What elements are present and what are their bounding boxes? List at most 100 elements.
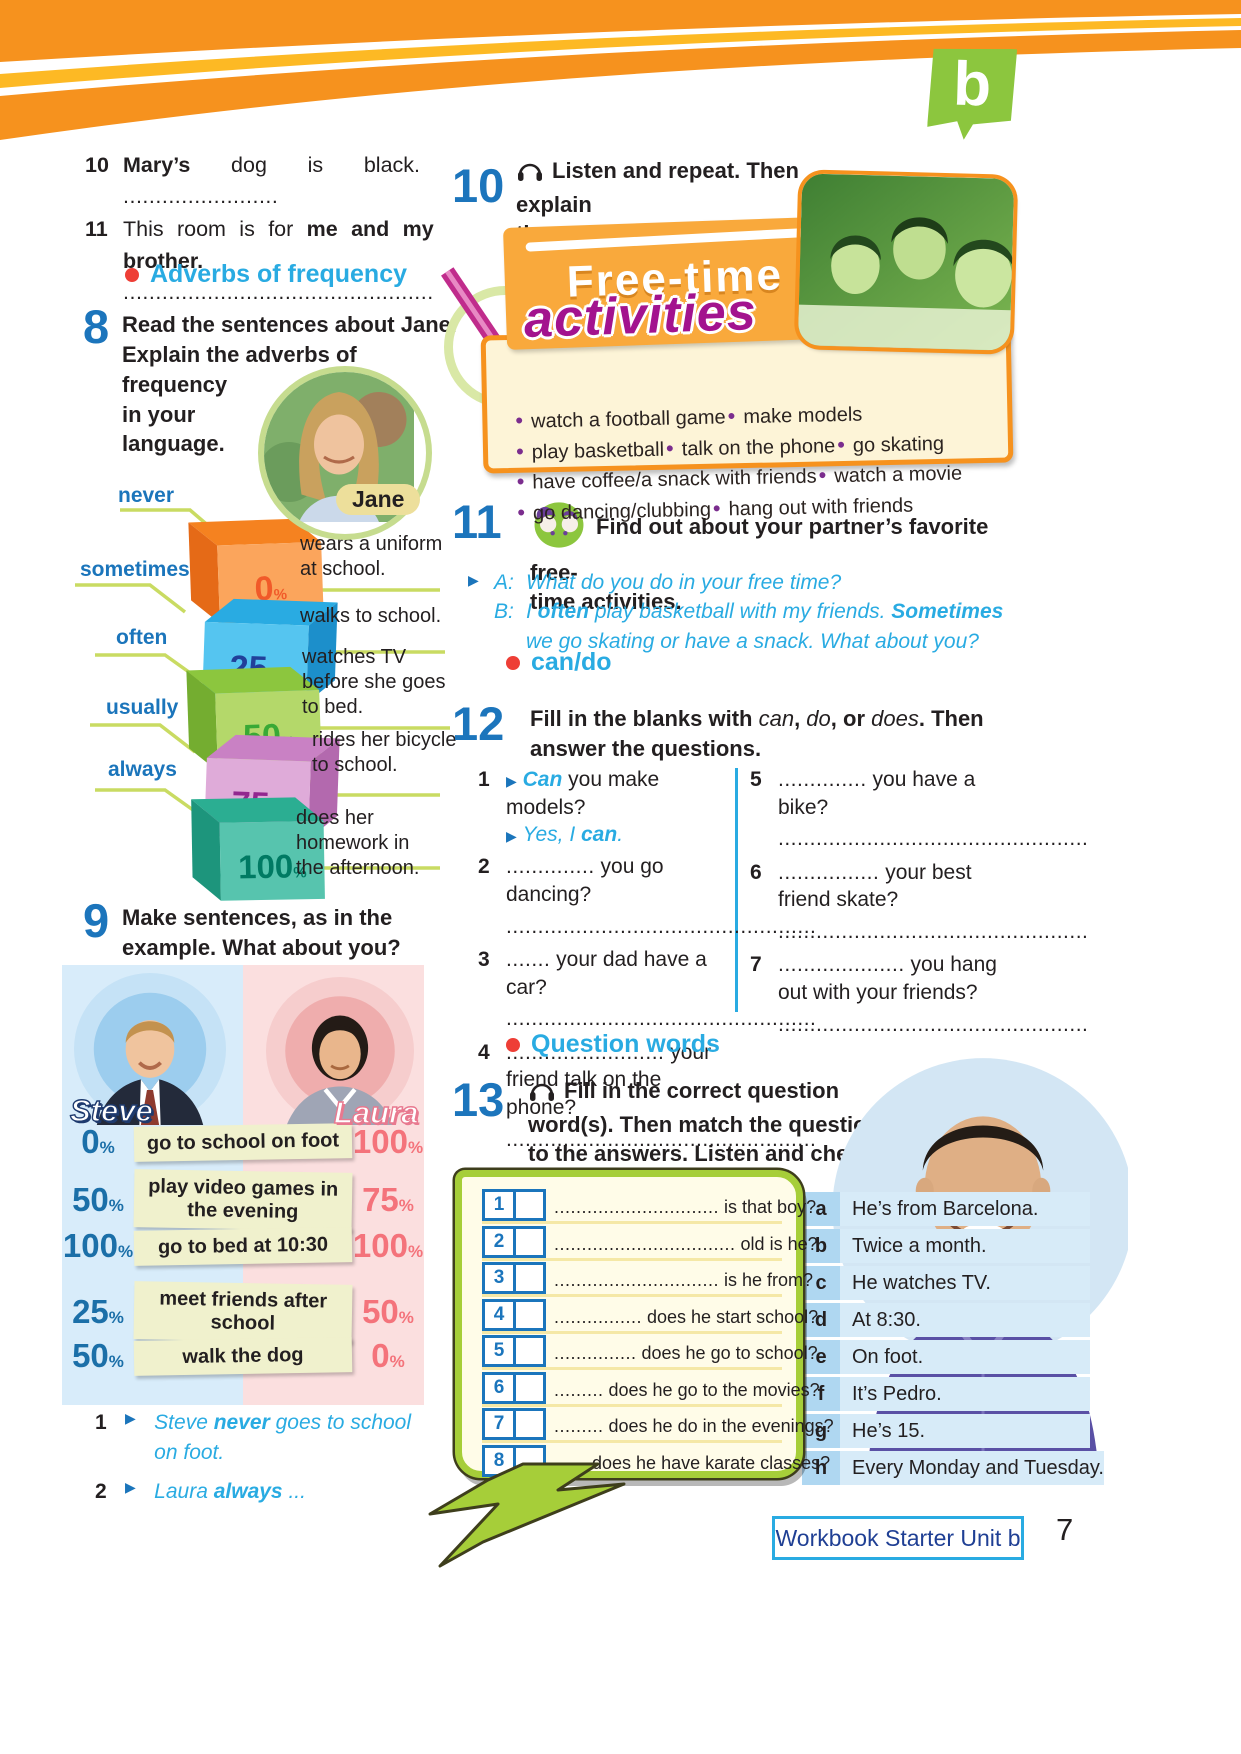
grammar-items: 10 Mary’s dog is black. ................… — [85, 150, 434, 310]
answer-blank[interactable]: ........................................… — [778, 920, 1089, 944]
steve-percent: 50% — [72, 1337, 124, 1374]
exercise-8-title-line2: frequency — [122, 372, 228, 397]
match-box: 3 — [482, 1262, 546, 1294]
exercise-11-title-line1: Find out about your partner’s favorite f… — [530, 514, 989, 585]
answer-box[interactable] — [516, 1411, 543, 1437]
answer-box[interactable] — [516, 1338, 543, 1364]
red-bullet-icon — [125, 267, 139, 282]
steve-percent: 25% — [72, 1293, 124, 1330]
item-number: 4 — [478, 1040, 490, 1064]
question-row: 5 ............... does he go to school? — [482, 1335, 818, 1370]
example-sentence: 1 Steve never goes to school on foot. — [95, 1408, 435, 1469]
laura-percent: 50% — [362, 1293, 414, 1330]
answer-blank[interactable]: ....... — [506, 947, 551, 971]
question-text: .............................. is that b… — [554, 1197, 817, 1218]
answer-blank[interactable]: .............................. — [554, 1270, 720, 1291]
item-number: 5 — [750, 768, 762, 791]
exercise-10-number: 10 — [452, 159, 505, 212]
answer-blank[interactable]: ........................................… — [506, 1007, 817, 1031]
question-number: 2 — [485, 1228, 516, 1255]
answer-blank[interactable]: ......... — [554, 1416, 604, 1437]
survey-row: 50% play video games in the evening 75% — [62, 1169, 424, 1231]
item-number: 1 — [478, 768, 490, 791]
arrow-icon — [125, 1408, 150, 1469]
question-row: 7 ......... does he do in the evenings? — [482, 1408, 834, 1443]
answer-blank[interactable]: ......................... — [506, 1040, 665, 1064]
exercise-12-title: Fill in the blanks with can, do, or does… — [530, 706, 984, 761]
steve-percent: 0% — [81, 1123, 115, 1160]
question-text: ....... your dad have a car? — [506, 947, 707, 999]
item-number: 3 — [478, 947, 490, 971]
answer-blank[interactable]: ........................................… — [123, 279, 434, 304]
arrow-icon — [125, 1477, 150, 1507]
answer-blank[interactable]: .............. — [506, 855, 595, 879]
answer-letter: h — [802, 1451, 840, 1485]
exercise-13-title-line3: to the answers. Listen and check. — [528, 1141, 879, 1167]
activities-title: activities — [523, 282, 758, 350]
laura-photo — [266, 977, 414, 1125]
question-text: ................ does he start school? — [554, 1306, 819, 1327]
footer-label: Workbook Starter Unit b — [775, 1524, 1021, 1551]
exercise-8-title-line3: in your — [122, 401, 196, 427]
exercise-11-title: Find out about your partner’s favorite f… — [530, 500, 1010, 617]
steve-laura-survey: Steve Laura 0% go to school on foot 100%… — [62, 965, 424, 1405]
question-text: .............. you go dancing? — [506, 855, 664, 906]
dialogue-a-text: What do you do in your free time? — [526, 571, 842, 594]
answer-blank[interactable]: ........................ — [123, 184, 279, 209]
answer-box[interactable] — [516, 1265, 543, 1291]
question-item-3: 3 ....... your dad have a car? — [478, 946, 730, 1001]
answer-box[interactable] — [516, 1375, 543, 1401]
exercise-9-examples: 1 Steve never goes to school on foot. 2 … — [95, 1408, 435, 1515]
exercise-8-title: Read the sentences about Jane. Explain t… — [122, 310, 457, 369]
answer-blank[interactable]: .............................. — [554, 1197, 720, 1218]
answer-blank[interactable]: ........................................… — [506, 914, 817, 938]
question-number: 8 — [485, 1447, 516, 1474]
exercise-8-number: 8 — [83, 300, 110, 353]
footer-workbook-box: Workbook Starter Unit b — [772, 1516, 1024, 1560]
answer-blank[interactable]: ................ — [778, 860, 880, 884]
frequency-block-always: 100% — [191, 797, 325, 901]
question-item-2: 2 .............. you go dancing? — [478, 853, 730, 908]
freq-desc-never: wears a uniform at school. — [300, 533, 443, 580]
answer-blank[interactable]: .................... — [778, 953, 905, 977]
question-number: 7 — [485, 1411, 516, 1437]
item-number: 11 — [85, 217, 108, 242]
answer-blank[interactable]: ......... — [554, 1379, 604, 1400]
answers-table: a He’s from Barcelona. b Twice a month. … — [802, 1192, 1104, 1488]
item-bold-text: me and my brother — [123, 217, 434, 273]
answer-blank[interactable]: .............. — [778, 768, 867, 791]
answer-text: Twice a month. — [840, 1229, 1090, 1263]
item-number: 7 — [750, 953, 762, 977]
adverb-never: never — [118, 484, 175, 507]
question-text: ................ your best friend skate? — [778, 860, 972, 912]
match-box: 4 — [482, 1298, 546, 1331]
item-number: 10 — [85, 153, 109, 177]
freq-desc-often: watches TV before she goes to bed. — [302, 646, 446, 718]
freetime-activity: play basketball — [514, 438, 664, 463]
answer-blank[interactable]: ............... — [554, 1343, 637, 1364]
question-item-7: 7 .................... you hang out with… — [750, 951, 1002, 1006]
speaker-b-label: B: — [494, 600, 514, 624]
question-text: .................... you hang out with y… — [778, 953, 997, 1005]
question-number: 5 — [485, 1338, 516, 1364]
activity-label: meet friends after school — [133, 1281, 353, 1343]
answer-box[interactable] — [516, 1192, 543, 1218]
answer-row: b Twice a month. — [802, 1229, 1090, 1263]
answer-letter: f — [802, 1377, 840, 1411]
laura-percent: 0% — [371, 1337, 405, 1374]
red-bullet-icon — [506, 655, 520, 670]
answer-row: a He’s from Barcelona. — [802, 1192, 1090, 1226]
arrow-icon — [506, 828, 517, 844]
answer-blank[interactable]: ................ — [554, 1306, 643, 1327]
answer-box[interactable] — [516, 1229, 543, 1255]
freetime-activity: have coffee/a snack with friends — [514, 466, 816, 494]
steve-percent: 100% — [62, 1227, 134, 1264]
question-item-5: 5 .............. you have a bike? — [750, 766, 1002, 821]
question-text: ............... does he go to school? — [554, 1343, 818, 1364]
item-number: 6 — [750, 860, 762, 884]
answer-blank[interactable]: ........................................… — [778, 827, 1089, 851]
question-number: 1 — [485, 1192, 516, 1218]
answer-box[interactable] — [516, 1302, 543, 1328]
answer-blank[interactable]: ................................. — [554, 1233, 736, 1254]
example-text: Steve never goes to school on foot. — [154, 1411, 412, 1465]
